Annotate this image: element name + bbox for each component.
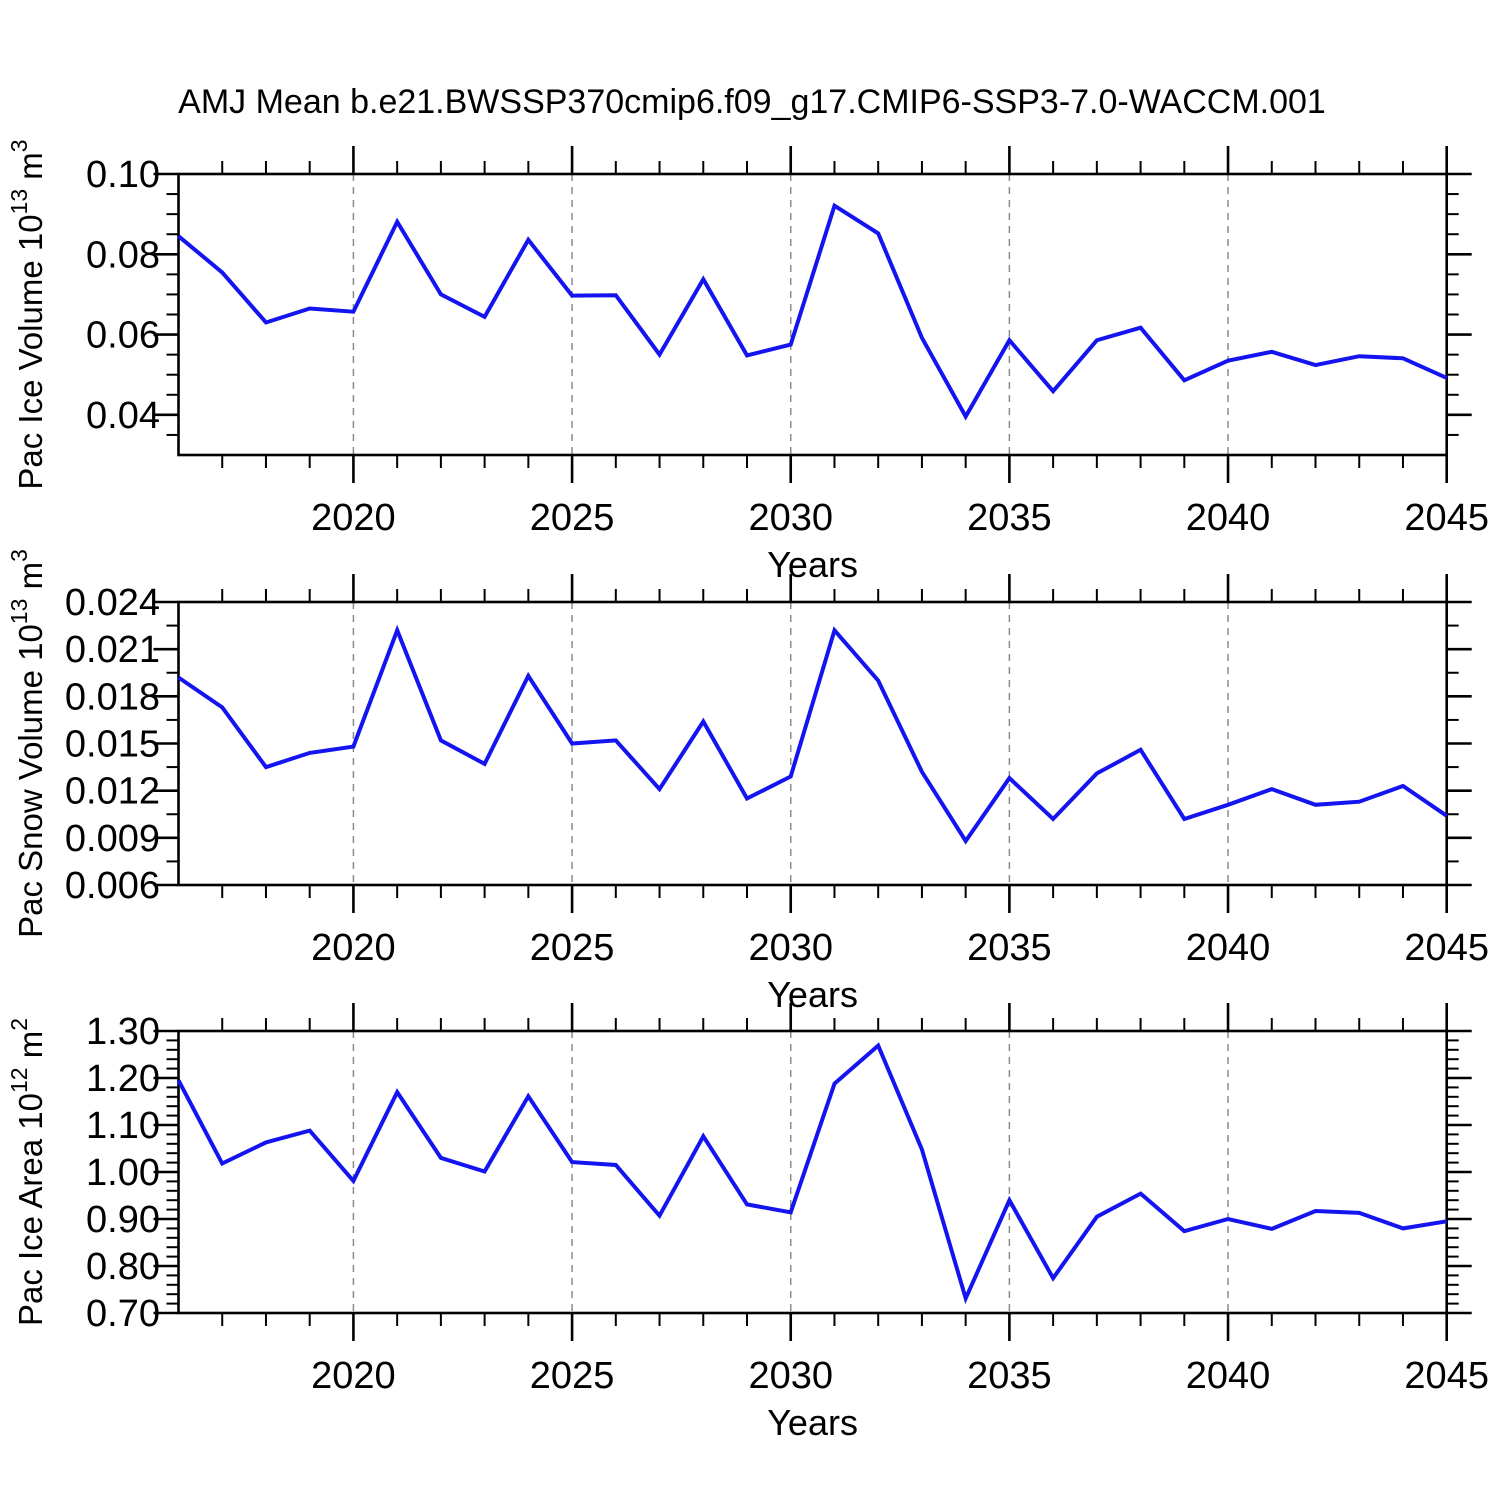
x-tick-label: 2025: [530, 927, 615, 969]
y-tick-label: 0.80: [86, 1246, 160, 1288]
data-line-pac-ice-area: [176, 1042, 1448, 1305]
panel-pac-snow-volume: 2020 2025 2030 2035 2040 2045 0.006 0.009 0.012 0…: [6, 549, 1489, 1015]
x-tick-label: 2025: [530, 497, 615, 539]
y-tick-label: 1.30: [86, 1011, 160, 1053]
x-tick-label: 2020: [311, 1355, 396, 1397]
x-tick-label: 2045: [1404, 497, 1489, 539]
data-line-pac-ice-volume: [177, 202, 1448, 421]
y-axis-title: Pac Ice Volume 1013 m3: [6, 139, 49, 489]
y-tick-label: 0.90: [86, 1199, 160, 1241]
panel-pac-ice-volume: 2020 2025 2030 2035 2040 2045 0.04 0.06 0.08 0.10…: [6, 139, 1489, 585]
y-tick-label: 0.021: [65, 629, 160, 671]
panels-container: 2020 2025 2030 2035 2040 2045 0.04 0.06 0.08 0.10…: [6, 139, 1489, 1443]
x-tick-label: 2025: [530, 1355, 615, 1397]
x-tick-label: 2020: [311, 497, 396, 539]
figure-title: AMJ Mean b.e21.BWSSP370cmip6.f09_g17.CMI…: [178, 83, 1326, 121]
x-tick-label: 2030: [748, 497, 833, 539]
x-tick-label: 2040: [1186, 497, 1271, 539]
y-tick-label: 0.015: [65, 724, 160, 766]
panel-pac-ice-area: 2020 2025 2030 2035 2040 2045 0.70 0.80 0.90 1.00…: [6, 1003, 1489, 1443]
x-tick-label: 2030: [748, 927, 833, 969]
x-tick-label: 2030: [748, 1355, 833, 1397]
y-tick-label: 0.006: [65, 865, 160, 907]
x-tick-label: 2040: [1186, 1355, 1271, 1397]
y-tick-label: 0.024: [65, 582, 160, 624]
x-tick-label: 2035: [967, 1355, 1052, 1397]
x-tick-label: 2035: [967, 497, 1052, 539]
x-tick-label: 2045: [1404, 1355, 1489, 1397]
y-tick-label: 1.20: [86, 1058, 160, 1100]
x-tick-label: 2020: [311, 927, 396, 969]
y-tick-label: 0.009: [65, 818, 160, 860]
y-tick-label: 1.10: [86, 1105, 160, 1147]
x-axis-title: Years: [767, 544, 858, 585]
y-axis-title: Pac Ice Area 1012 m2: [6, 1018, 49, 1326]
y-tick-label: 0.04: [86, 395, 160, 437]
y-tick-label: 0.06: [86, 315, 160, 357]
y-tick-label: 0.70: [86, 1293, 160, 1335]
y-tick-label: 0.018: [65, 676, 160, 718]
x-tick-label: 2035: [967, 927, 1052, 969]
x-axis-title: Years: [767, 974, 858, 1015]
y-tick-label: 1.00: [86, 1152, 160, 1194]
y-tick-label: 0.08: [86, 234, 160, 276]
x-tick-label: 2045: [1404, 927, 1489, 969]
y-tick-label: 0.10: [86, 154, 160, 196]
x-tick-label: 2040: [1186, 927, 1271, 969]
data-line-pac-snow-volume: [177, 624, 1448, 845]
y-axis-title: Pac Snow Volume 1013 m3: [6, 549, 49, 938]
y-tick-label: 0.012: [65, 771, 160, 813]
x-axis-title: Years: [767, 1402, 858, 1443]
